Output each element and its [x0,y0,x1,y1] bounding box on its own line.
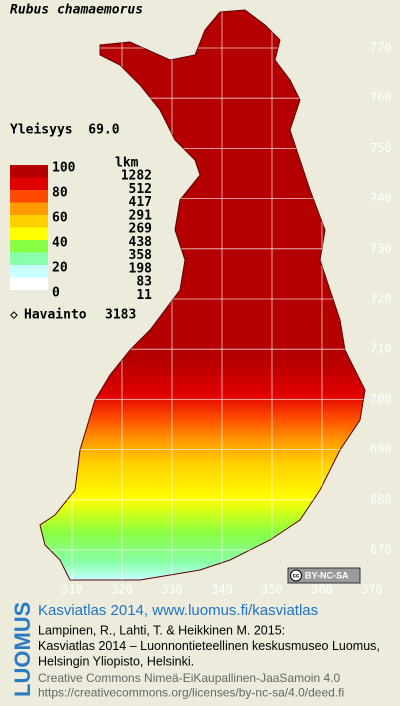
legend-swatch [10,227,48,240]
legend-swatch [10,202,48,215]
northing-label: 760 [370,91,392,105]
count-label: 83 [136,275,152,290]
northing-label: 730 [370,241,392,255]
count-label: 417 [129,195,152,210]
title: Rubus chamaemorus [10,3,143,18]
headline: Kasviatlas 2014, www.luomus.fi/kasviatla… [38,602,318,619]
citation-line: Helsingin Yliopisto, Helsinki. [38,654,194,668]
legend-swatch [10,240,48,253]
legend-swatch [10,177,48,190]
northing-label: 670 [370,543,392,557]
prevalence: Yleisyys 69.0 [10,123,120,138]
easting-label: 370 [361,583,383,597]
count-label: 438 [129,235,153,250]
count-label: 198 [129,261,153,276]
scale-label: 40 [52,236,68,251]
svg-text:cc: cc [293,574,300,580]
scale-label: 20 [52,261,68,276]
legend-swatch [10,190,48,203]
count-label: 512 [129,182,152,197]
count-label: 1282 [121,169,152,184]
northing-label: 710 [370,342,392,356]
citation-line: Lampinen, R., Lahti, T. & Heikkinen M. 2… [38,623,285,637]
legend-swatch [10,215,48,228]
northing-label: 700 [370,392,392,406]
northing-label: 770 [370,41,392,55]
count-label: 11 [136,288,152,303]
legend-swatch [10,277,48,290]
count-label: 358 [129,248,153,263]
easting-label: 320 [111,583,133,597]
license-line: https://creativecommons.org/licenses/by-… [38,686,344,700]
scale-label: 100 [52,161,76,176]
easting-label: 350 [261,583,283,597]
scale-label: 0 [52,286,60,301]
legend-swatch [10,265,48,278]
easting-label: 340 [211,583,233,597]
scale-label: 60 [52,211,68,226]
northing-label: 690 [370,442,392,456]
footer: Lampinen, R., Lahti, T. & Heikkinen M. 2… [38,623,380,699]
easting-label: 330 [161,583,183,597]
observation-count: 3183 [105,308,136,323]
easting-label: 360 [311,583,333,597]
count-header: lkm [115,156,139,171]
northing-label: 740 [370,191,392,205]
northing-label: 720 [370,292,392,306]
logo: LUOMUS [10,602,35,697]
northing-label: 680 [370,492,392,506]
count-label: 291 [129,208,153,223]
count-label: 269 [129,222,152,237]
legend-swatch [10,165,48,178]
scale-label: 80 [52,186,68,201]
legend-swatch [10,252,48,265]
license-badge: cc BY-NC-SA [287,567,361,584]
license-line: Creative Commons Nimeä-EiKaupallinen-Jaa… [38,671,340,685]
easting-label: 310 [61,583,83,597]
northing-label: 750 [370,141,392,155]
legend: 100 80 60 40 20 0 1282512417291269438358198831… [10,161,152,303]
observation-label: Havainto [24,308,87,323]
license-badge-text: BY-NC-SA [305,570,349,580]
observation-symbol: ◇ [10,308,18,323]
finland-map [39,9,366,581]
citation-line: Kasviatlas 2014 – Luonnontieteellinen ke… [38,639,380,653]
